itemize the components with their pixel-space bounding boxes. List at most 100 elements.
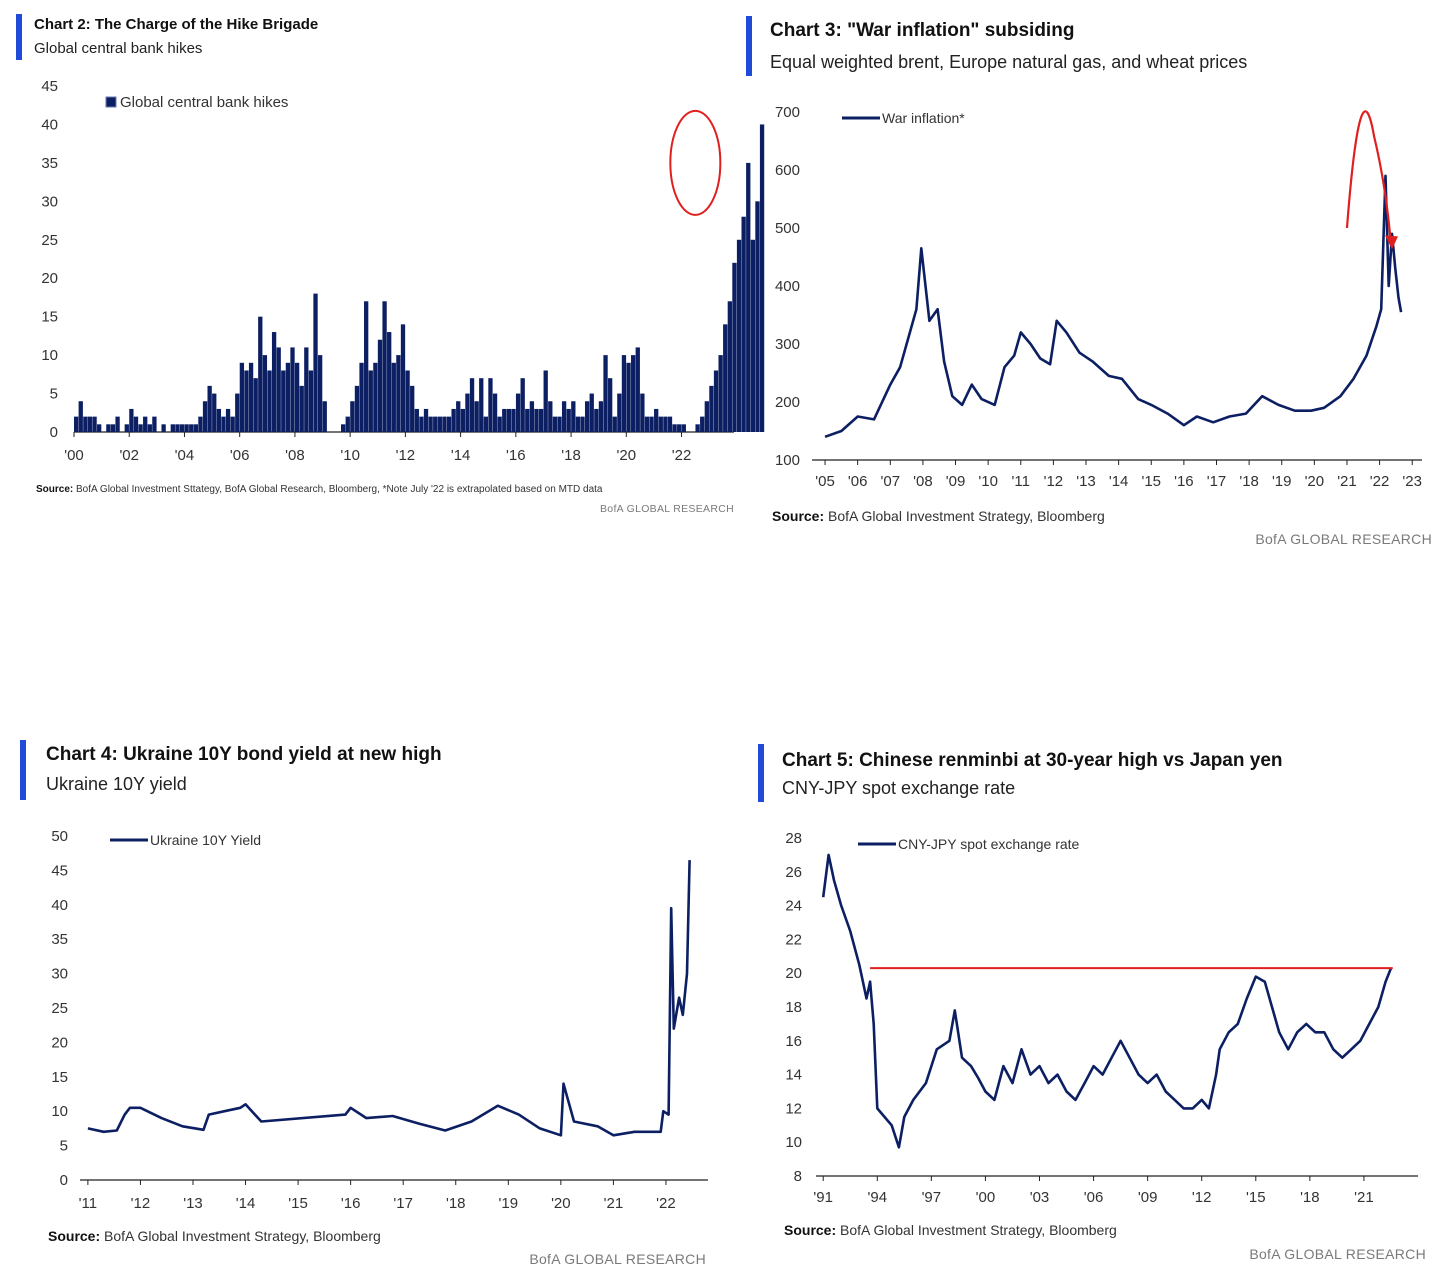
y-tick-label: 16 xyxy=(785,1033,802,1050)
x-tick-label: '09 xyxy=(1138,1189,1158,1206)
y-tick-label: 50 xyxy=(51,828,68,845)
bar xyxy=(239,362,245,432)
x-tick-label: '11 xyxy=(1012,473,1030,490)
bar xyxy=(405,370,410,432)
bar xyxy=(87,416,93,432)
x-tick-label: '05 xyxy=(815,473,835,490)
title-accent-bar xyxy=(20,740,26,800)
bar xyxy=(354,385,360,432)
x-tick-label: '00 xyxy=(64,447,84,464)
bar xyxy=(589,393,594,432)
bar xyxy=(106,424,111,432)
x-tick-label: '20 xyxy=(551,1195,571,1212)
bar xyxy=(465,393,470,432)
x-tick-label: '10 xyxy=(978,473,998,490)
x-tick-label: '07 xyxy=(881,473,901,490)
bar xyxy=(631,355,636,432)
bar xyxy=(571,401,576,432)
bar xyxy=(267,370,272,432)
bar xyxy=(124,424,129,432)
bar xyxy=(391,362,396,432)
bar xyxy=(244,370,249,432)
source-text: BofA Global Investment Strategy, Bloombe… xyxy=(104,1228,381,1244)
y-tick-label: 0 xyxy=(60,1172,68,1189)
chart-subtitle: Equal weighted brent, Europe natural gas… xyxy=(770,52,1248,72)
bar xyxy=(552,416,558,432)
bar xyxy=(557,416,562,432)
x-tick-label: '06 xyxy=(1084,1189,1104,1206)
source-text: BofA Global Investment Sttategy, BofA Gl… xyxy=(76,484,603,495)
bar xyxy=(216,408,222,432)
y-tick-label: 35 xyxy=(41,155,58,172)
x-tick-label: '16 xyxy=(341,1195,361,1212)
source-note: Source: BofA Global Investment Strategy,… xyxy=(772,508,1105,524)
y-tick-label: 300 xyxy=(775,336,800,353)
y-tick-label: 8 xyxy=(794,1168,802,1185)
bar xyxy=(511,408,516,432)
y-tick-label: 200 xyxy=(775,394,800,411)
bar xyxy=(285,362,291,432)
x-tick-label: '03 xyxy=(1030,1189,1050,1206)
y-tick-label: 100 xyxy=(775,452,800,469)
bar xyxy=(410,385,415,432)
bar xyxy=(640,393,645,432)
legend-label: Ukraine 10Y Yield xyxy=(150,832,261,848)
y-tick-label: 30 xyxy=(41,193,58,210)
bar xyxy=(258,316,263,432)
bar xyxy=(644,416,650,432)
bar xyxy=(294,362,300,432)
bar xyxy=(681,424,686,432)
bar xyxy=(207,385,212,432)
x-tick-label: '21 xyxy=(1337,473,1357,490)
bar xyxy=(138,424,143,432)
bar xyxy=(575,416,581,432)
bar xyxy=(750,239,756,432)
x-tick-label: '19 xyxy=(499,1195,519,1212)
brand-footer: BofA GLOBAL RESEARCH xyxy=(1255,531,1432,547)
title-accent-bar xyxy=(746,16,752,76)
x-tick-label: '14 xyxy=(451,447,471,464)
bar xyxy=(607,378,613,432)
bar xyxy=(359,362,364,432)
chart5-plot: 8 10 12 14 16 18 20 22 24 26 28 '91 '94 '97 '00 '03 '06 '… xyxy=(785,830,1418,1206)
bar xyxy=(718,355,723,432)
source-note: Source: BofA Global Investment Sttategy,… xyxy=(36,484,602,495)
bar xyxy=(400,324,406,432)
bar xyxy=(460,408,465,432)
bar xyxy=(248,362,254,432)
bar xyxy=(304,347,309,432)
bar xyxy=(368,370,373,432)
bar xyxy=(189,424,194,432)
chart5-panel: Chart 5: Chinese renminbi at 30-year hig… xyxy=(758,744,1434,1274)
chart2-plot: 0 5 10 15 20 25 30 35 40 45 '00 '02 '04 '06 '08 '10 '12 '… xyxy=(41,78,765,464)
bar xyxy=(212,393,217,432)
bar xyxy=(723,324,728,432)
chart4-panel: Chart 4: Ukraine 10Y bond yield at new h… xyxy=(20,740,720,1270)
series-line xyxy=(87,860,691,1137)
y-tick-label: 20 xyxy=(41,270,58,287)
bar xyxy=(635,347,640,432)
bar xyxy=(74,416,79,432)
y-tick-label: 5 xyxy=(50,386,58,403)
chart-title: Chart 3: "War inflation" subsiding xyxy=(770,20,1075,41)
y-tick-label: 700 xyxy=(775,104,800,121)
chart3-panel: Chart 3: "War inflation" subsiding Equal… xyxy=(746,16,1434,556)
y-tick-label: 45 xyxy=(51,862,68,879)
bar xyxy=(129,408,134,432)
bar xyxy=(713,370,719,432)
source-text: BofA Global Investment Strategy, Bloombe… xyxy=(840,1222,1117,1238)
x-tick-label: '12 xyxy=(131,1195,151,1212)
highlight-circle xyxy=(669,109,722,216)
bar xyxy=(483,416,489,432)
chart-subtitle: Ukraine 10Y yield xyxy=(46,774,187,794)
bar xyxy=(704,401,709,432)
x-tick-label: '06 xyxy=(230,447,250,464)
bar xyxy=(281,370,286,432)
x-tick-label: '18 xyxy=(1300,1189,1320,1206)
chart-subtitle: Global central bank hikes xyxy=(34,40,203,57)
x-tick-label: '10 xyxy=(340,447,360,464)
bar xyxy=(548,401,553,432)
y-tick-label: 45 xyxy=(41,78,58,95)
bar xyxy=(677,424,682,432)
bar xyxy=(97,424,102,432)
